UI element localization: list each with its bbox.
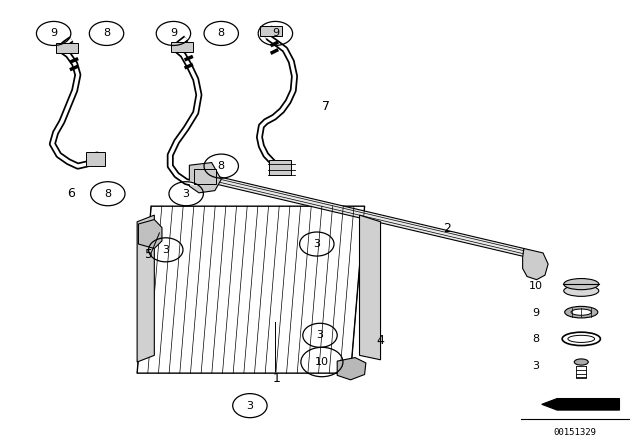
Text: 9: 9 — [170, 28, 177, 39]
Text: 8: 8 — [218, 28, 225, 39]
Text: 7: 7 — [323, 100, 330, 113]
FancyBboxPatch shape — [171, 42, 193, 52]
Text: 3: 3 — [163, 245, 170, 255]
FancyBboxPatch shape — [269, 160, 291, 175]
Ellipse shape — [564, 306, 598, 318]
Text: 4: 4 — [376, 334, 385, 347]
Text: 10: 10 — [529, 281, 542, 291]
FancyBboxPatch shape — [195, 169, 216, 184]
Polygon shape — [541, 399, 620, 410]
Text: 8: 8 — [218, 161, 225, 171]
Text: 8: 8 — [104, 189, 111, 199]
Text: 6: 6 — [68, 187, 76, 200]
Text: 10: 10 — [315, 357, 329, 367]
Ellipse shape — [564, 279, 599, 290]
Text: 9: 9 — [50, 28, 57, 39]
Ellipse shape — [571, 309, 591, 315]
Text: 3: 3 — [317, 330, 323, 340]
Polygon shape — [189, 163, 221, 193]
Text: 5: 5 — [145, 248, 153, 261]
Polygon shape — [138, 220, 162, 249]
FancyBboxPatch shape — [56, 43, 78, 52]
Text: 2: 2 — [444, 222, 451, 235]
Polygon shape — [137, 206, 365, 373]
Text: 8: 8 — [532, 334, 539, 344]
Text: 9: 9 — [532, 308, 539, 318]
Polygon shape — [523, 249, 548, 280]
Polygon shape — [337, 358, 366, 380]
Text: 3: 3 — [182, 189, 189, 199]
Polygon shape — [360, 215, 381, 360]
FancyBboxPatch shape — [86, 152, 104, 166]
Text: 9: 9 — [272, 28, 279, 39]
FancyBboxPatch shape — [260, 26, 282, 36]
Text: 1: 1 — [273, 372, 280, 385]
Text: 8: 8 — [103, 28, 110, 39]
Polygon shape — [137, 215, 154, 362]
Text: 00151329: 00151329 — [554, 428, 596, 437]
Polygon shape — [202, 173, 524, 257]
Text: 3: 3 — [314, 239, 320, 249]
Ellipse shape — [574, 359, 588, 365]
Ellipse shape — [564, 285, 599, 296]
Text: 3: 3 — [532, 362, 539, 371]
Text: 3: 3 — [246, 401, 253, 411]
Ellipse shape — [562, 332, 600, 345]
Ellipse shape — [568, 335, 595, 342]
